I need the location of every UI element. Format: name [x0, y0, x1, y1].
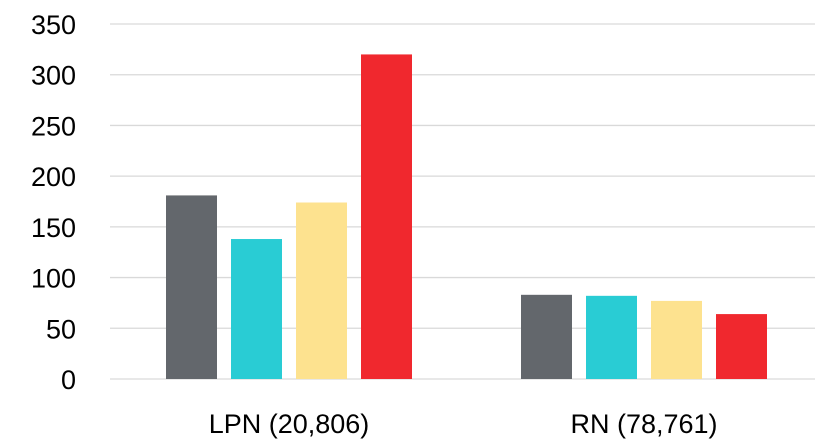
bar-1-2 [231, 239, 282, 379]
bar-2-1 [521, 294, 572, 379]
bars [166, 54, 767, 380]
y-axis-tick-labels: 0 50 100 150 200 250 300 350 [31, 10, 76, 395]
bar-1-3 [296, 202, 347, 379]
y-tick-label: 150 [31, 213, 76, 243]
y-tick-label: 200 [31, 162, 76, 192]
y-tick-label: 350 [31, 10, 76, 40]
category-label: LPN (20,806) [209, 409, 370, 439]
y-tick-label: 50 [46, 314, 76, 344]
bar-1-4 [361, 54, 412, 380]
y-tick-label: 250 [31, 111, 76, 141]
category-label: RN (78,761) [570, 409, 717, 439]
gridlines [110, 23, 815, 380]
y-tick-label: 0 [61, 365, 76, 395]
x-axis-category-labels: LPN (20,806) RN (78,761) [209, 409, 718, 439]
bar-2-2 [586, 295, 637, 379]
bar-2-4 [716, 314, 767, 379]
y-tick-label: 300 [31, 61, 76, 91]
bar-1-1 [166, 195, 217, 379]
bar-2-3 [651, 300, 702, 379]
y-tick-label: 100 [31, 264, 76, 294]
